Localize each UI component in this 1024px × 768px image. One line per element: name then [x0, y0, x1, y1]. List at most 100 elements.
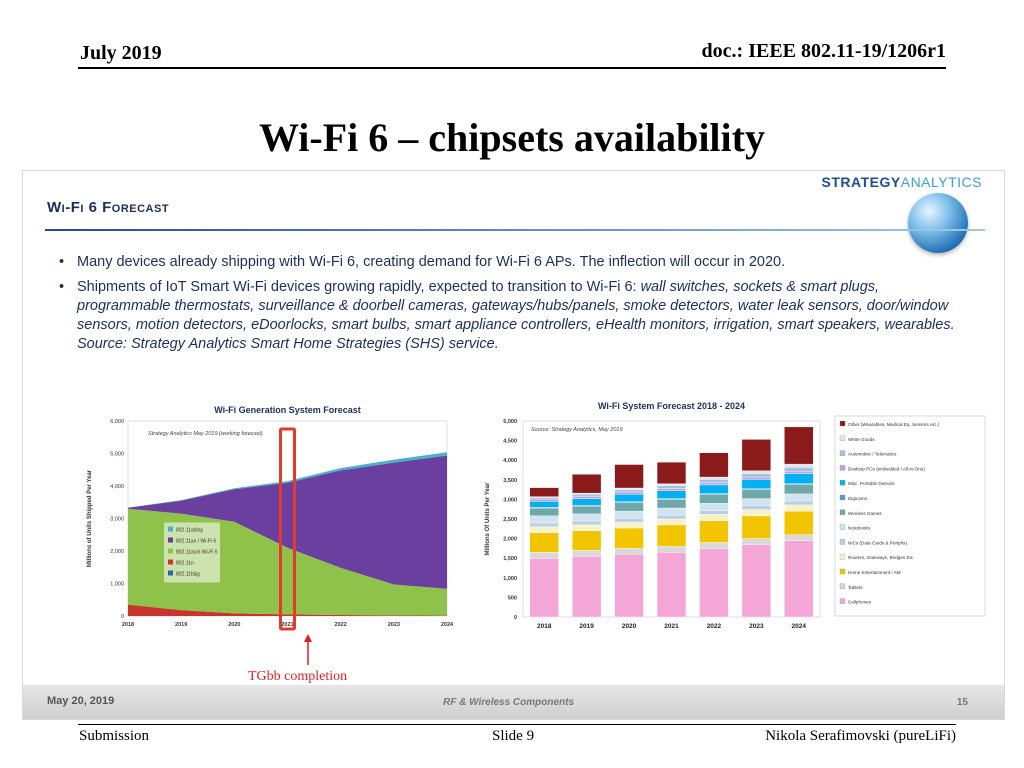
bar-chart-ytick: 4,500 [503, 439, 517, 445]
panel-footer-title: RF & Wireless Components [443, 697, 575, 708]
bar-segment-other-wearables-medical-eq-sensors-etc- [656, 461, 687, 484]
logo-analytics: ANALYTICS [900, 174, 982, 190]
tgbb-completion-label: TGbb completion [248, 669, 348, 684]
bar-legend-swatch [839, 494, 846, 501]
footer-slide-number: Slide 9 [492, 728, 535, 744]
bar-chart-ytick: 5,000 [503, 419, 517, 425]
panel-footer-page: 15 [956, 697, 968, 708]
bullet-2-italic: wall switches, sockets & smart plugs, pr… [77, 279, 955, 352]
panel-footer-band [23, 685, 1004, 719]
area-chart-xtick: 2023 [388, 622, 400, 628]
bar-legend-label: Digicams [848, 496, 868, 501]
area-chart-ytick: 5,000 [110, 452, 124, 458]
area-legend-label: 802.11n [176, 561, 194, 567]
bar-chart-ylabel: Millions Of Units Per Year [485, 482, 491, 556]
bar-legend-swatch [839, 480, 846, 486]
arrow-head [304, 634, 312, 642]
footer-rule [78, 724, 956, 725]
slide-title: Wi-Fi 6 – chipsets availability [259, 115, 765, 160]
bar-segment-cellphones [529, 558, 559, 618]
area-legend-swatch [168, 570, 173, 576]
area-chart-xtick: 2020 [228, 622, 240, 628]
bar-legend-label: Home Entertainment / AM [848, 570, 901, 575]
bar-segment-other-wearables-medical-eq-sensors-etc- [699, 452, 729, 478]
bar-chart-ytick: 1,000 [503, 576, 517, 582]
bar-segment-cellphones [656, 552, 687, 618]
bar-chart-source: Source: Strategy Analytics, May 2019 [531, 427, 623, 433]
bar-chart-legend-box [834, 415, 986, 617]
bar-chart-xtick: 2020 [622, 623, 637, 630]
area-series-802-11ad-ay [128, 452, 447, 508]
area-chart-ytick: 3,000 [110, 517, 124, 523]
bar-legend-swatch [839, 524, 846, 530]
bar-legend-label: NICs (Data Cards & Periphs) [848, 540, 907, 545]
bar-legend-swatch [839, 509, 846, 515]
bar-segment-other-wearables-medical-eq-sensors-etc- [741, 439, 771, 471]
panel-rule [45, 229, 985, 231]
bullet-item: Shipments of IoT Smart Wi-Fi devices gro… [57, 278, 957, 354]
bar-chart-ytick: 4,000 [503, 458, 517, 464]
tgbb-highlight-box [279, 427, 296, 631]
bar-segment-other-wearables-medical-eq-sensors-etc- [614, 464, 644, 489]
bar-segment-other-wearables-medical-eq-sensors-etc- [529, 487, 559, 497]
bar-chart-ytick: 0 [514, 615, 517, 621]
area-chart-ytick: 2,000 [110, 549, 124, 555]
bar-chart-xtick: 2019 [579, 623, 594, 630]
forecast-panel: STRATEGYANALYTICS Wi-Fi 6 Forecast Many … [22, 170, 1005, 720]
bar-segment-cellphones [784, 540, 814, 618]
bar-legend-label: Wireless Games [848, 511, 882, 516]
area-chart-legend-box [164, 522, 220, 583]
bar-chart-xtick: 2023 [749, 623, 764, 630]
footer-submission: Submission [79, 728, 150, 744]
logo-strategy: STRATEGY [821, 174, 901, 190]
bar-legend-label: Misc. Portable Devices [848, 481, 895, 486]
bar-chart-ytick: 500 [508, 595, 517, 601]
bar-segment-cellphones [699, 548, 729, 618]
header-date: July 2019 [80, 42, 162, 64]
bar-segment-cellphones [572, 556, 602, 618]
area-chart-ytick: 0 [121, 614, 124, 620]
bar-segment-other-wearables-medical-eq-sensors-etc- [784, 426, 814, 465]
bar-segment-cellphones [741, 544, 771, 618]
area-chart-ytick: 1,000 [110, 582, 124, 588]
bar-legend-label: Tablets [848, 585, 863, 590]
bar-chart-xtick: 2024 [792, 623, 807, 630]
area-chart-xtick: 2018 [122, 622, 134, 628]
bar-chart-title: Wi-Fi System Forecast 2018 - 2024 [598, 401, 745, 411]
bar-legend-swatch [839, 465, 846, 471]
bar-legend-label: Other (Wearables, Medical Eq, Sensors et… [848, 422, 940, 427]
bar-chart-ytick: 3,500 [503, 478, 517, 484]
bar-legend-swatch [839, 539, 846, 545]
bar-legend-swatch [839, 568, 846, 575]
area-legend-swatch [168, 548, 173, 554]
area-legend-label: 802.11ad/ay [176, 528, 204, 534]
area-chart-xtick: 2021 [281, 622, 293, 628]
bar-segment-other-wearables-medical-eq-sensors-etc- [572, 474, 602, 494]
bar-legend-swatch [839, 598, 846, 604]
area-chart-xtick: 2019 [175, 622, 187, 628]
area-legend-swatch [168, 559, 173, 565]
bar-chart-xtick: 2018 [537, 623, 552, 630]
area-legend-label: 802.11ax / Wi-Fi 6 [176, 539, 216, 545]
bar-segment-cellphones [614, 554, 644, 618]
bar-chart-ytick: 3,000 [503, 497, 517, 503]
bar-chart-xtick: 2021 [664, 623, 679, 630]
area-chart-xtick: 2024 [441, 622, 454, 628]
bar-legend-label: White Goods [848, 437, 875, 442]
area-chart-xtick: 2022 [335, 622, 347, 628]
footer-author: Nikola Serafimovski (pureLiFi) [765, 728, 956, 744]
area-chart-source: Strategy Analytics May 2019 (working for… [148, 431, 263, 437]
forecast-charts: Wi-Fi Generation System Forecast Strategy… [87, 401, 986, 631]
bullet-2-lead: Shipments of IoT Smart Wi-Fi devices gro… [77, 279, 641, 295]
bar-legend-swatch [839, 435, 846, 441]
bar-legend-label: Routers, Gateways, Bridges Etc [848, 555, 914, 560]
bar-chart-ytick: 2,000 [503, 537, 517, 543]
area-legend-swatch [168, 526, 173, 532]
globe-icon [908, 193, 968, 253]
area-legend-label: 802.11b&g [176, 572, 200, 578]
bar-legend-swatch [839, 583, 846, 589]
bar-legend-label: Desktop PCs (embedded / All-in-One) [848, 466, 925, 471]
bullet-item: Many devices already shipping with Wi-Fi… [57, 253, 957, 272]
area-legend-label: 802.11ac/n Wi-Fi 5 [176, 550, 218, 556]
